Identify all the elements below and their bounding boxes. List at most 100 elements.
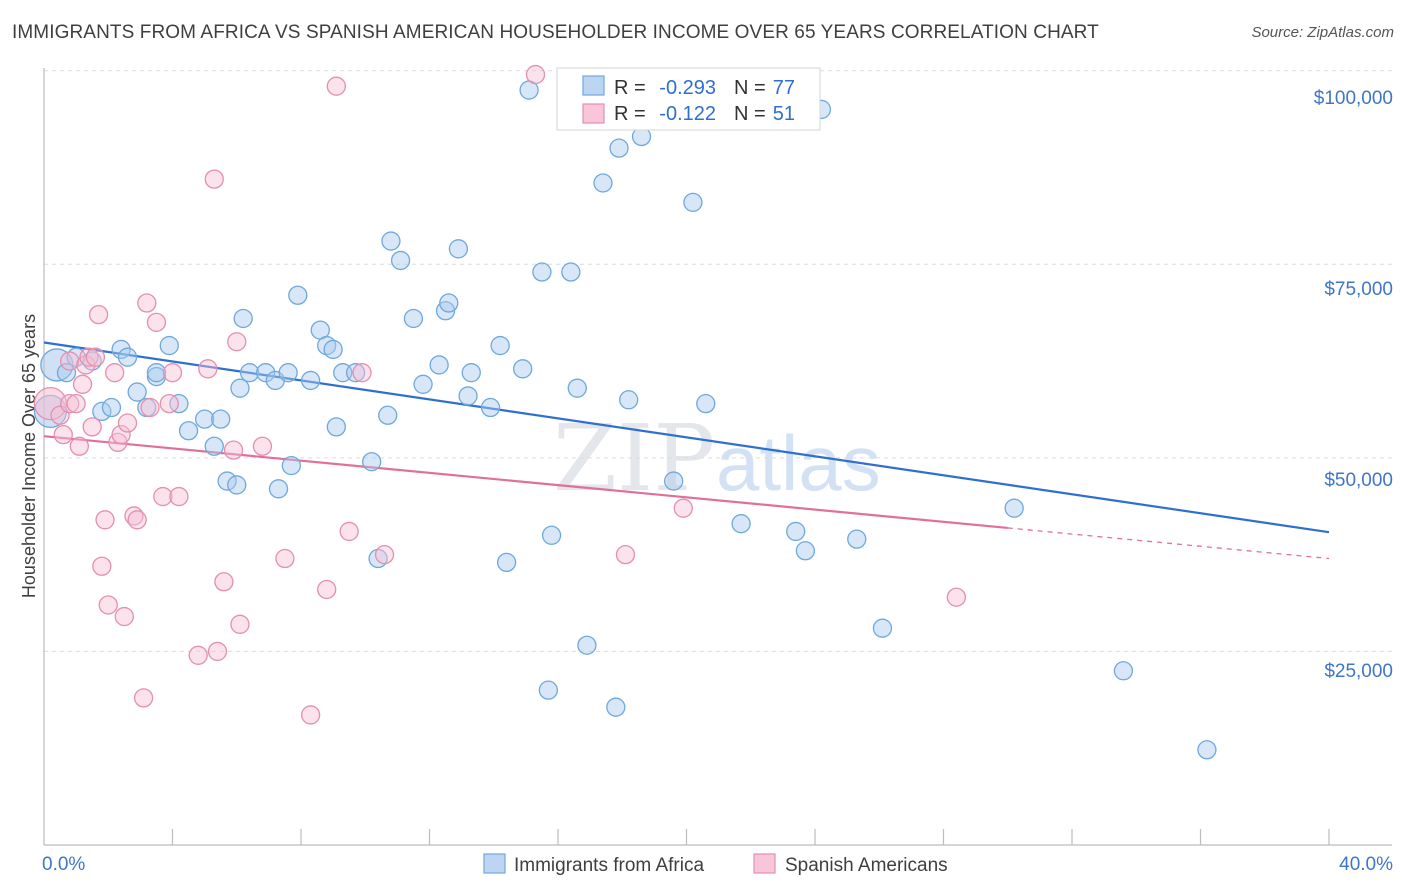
point-series0-60 xyxy=(577,635,597,655)
point-series0-24 xyxy=(256,363,276,383)
series-legend-label-spanish: Spanish Americans xyxy=(785,855,948,876)
point-series1-28 xyxy=(159,394,179,414)
series-legend-label-africa: Immigrants from Africa xyxy=(514,855,704,876)
point-series1-46 xyxy=(326,76,346,96)
point-series0-77 xyxy=(1197,740,1217,760)
series-legend-swatch-spanish xyxy=(753,853,776,874)
point-series0-69 xyxy=(731,514,751,534)
point-series0-40 xyxy=(381,231,401,251)
point-series1-40 xyxy=(275,548,295,569)
point-series0-42 xyxy=(403,308,424,329)
stats-legend: R = -0.293 N = 77 R = -0.122 N = 51 xyxy=(556,67,821,131)
point-series0-51 xyxy=(490,335,510,356)
point-series1-49 xyxy=(673,498,693,518)
point-series0-56 xyxy=(538,680,559,700)
point-series1-16 xyxy=(105,363,125,383)
y-tick-labels: $100,000 $75,000 $50,000 $25,000 xyxy=(1314,88,1393,682)
point-series0-6 xyxy=(101,397,122,418)
point-series1-27 xyxy=(153,486,173,507)
legend-n-label-spanish: N = xyxy=(734,103,766,125)
series-legend-swatch-africa xyxy=(483,853,506,874)
point-series0-70 xyxy=(786,521,806,542)
point-series0-19 xyxy=(217,471,237,491)
point-series1-5 xyxy=(69,436,89,456)
point-series1-45 xyxy=(374,544,395,565)
point-series0-74 xyxy=(872,618,893,638)
point-series0-22 xyxy=(233,308,253,329)
point-series0-20 xyxy=(227,475,247,495)
legend-n-value-spanish: 51 xyxy=(773,103,795,125)
data-points xyxy=(33,64,1217,760)
point-series1-38 xyxy=(230,614,250,634)
point-series0-68 xyxy=(696,394,716,414)
point-series0-36 xyxy=(345,363,366,383)
point-series1-29 xyxy=(162,363,183,383)
point-series0-28 xyxy=(281,455,302,476)
point-series0-44 xyxy=(429,355,449,375)
point-series1-48 xyxy=(615,544,636,565)
point-series0-41 xyxy=(390,250,411,271)
point-series0-55 xyxy=(532,262,552,282)
point-series0-39 xyxy=(378,405,398,425)
legend-r-label-africa: R = xyxy=(614,77,646,99)
point-series0-8 xyxy=(117,347,138,367)
point-series1-35 xyxy=(214,572,234,592)
point-series0-13 xyxy=(159,335,179,356)
point-series1-37 xyxy=(227,332,247,352)
point-series1-44 xyxy=(352,363,372,383)
point-series1-20 xyxy=(117,413,138,433)
point-series0-76 xyxy=(1113,661,1134,681)
point-series1-47 xyxy=(525,64,546,85)
point-series0-46 xyxy=(439,293,459,313)
point-series0-47 xyxy=(448,239,469,259)
point-series1-42 xyxy=(317,579,337,600)
point-series0-5 xyxy=(92,401,112,422)
point-series1-10 xyxy=(82,417,102,437)
legend-r-value-spanish: -0.122 xyxy=(659,103,716,125)
x-axis-ticks xyxy=(171,829,1330,845)
point-series0-66 xyxy=(664,471,684,491)
point-series0-23 xyxy=(239,363,260,383)
point-series1-19 xyxy=(114,606,134,627)
point-series1-6 xyxy=(66,394,86,414)
point-series0-53 xyxy=(513,359,533,379)
point-series0-16 xyxy=(194,409,215,429)
point-series1-11 xyxy=(85,347,106,367)
y-axis-title: Householder Income Over 65 years xyxy=(19,314,39,598)
point-series0-15 xyxy=(178,421,199,441)
point-series0-37 xyxy=(362,452,382,472)
point-series0-61 xyxy=(593,173,613,193)
source-label: Source: ZipAtlas.com xyxy=(1251,24,1394,41)
point-series0-2 xyxy=(56,363,77,383)
point-series1-33 xyxy=(204,169,224,189)
point-series1-32 xyxy=(198,359,218,379)
legend-swatch-africa xyxy=(582,75,605,96)
point-series1-18 xyxy=(111,424,131,445)
point-series0-27 xyxy=(278,363,298,383)
y-tick-25000: $25,000 xyxy=(1324,661,1393,682)
gridlines xyxy=(44,70,1392,652)
x-label-min: 0.0% xyxy=(42,854,85,875)
x-label-max: 40.0% xyxy=(1339,854,1393,875)
point-series0-62 xyxy=(606,697,626,717)
point-series1-23 xyxy=(133,688,154,708)
point-series0-17 xyxy=(204,436,224,456)
trend-line-extension-1 xyxy=(1007,527,1330,560)
point-series0-30 xyxy=(300,370,321,391)
point-series0-64 xyxy=(619,390,639,410)
point-series0-49 xyxy=(461,363,481,383)
point-series1-2 xyxy=(53,424,73,445)
point-series0-21 xyxy=(230,378,250,398)
point-series0-75 xyxy=(1004,498,1024,518)
y-tick-50000: $50,000 xyxy=(1324,470,1393,491)
point-series0-58 xyxy=(561,262,581,282)
point-series1-50 xyxy=(946,587,966,607)
point-series0-18 xyxy=(211,409,231,429)
point-series0-29 xyxy=(288,285,308,305)
point-series1-43 xyxy=(339,521,359,542)
y-tick-75000: $75,000 xyxy=(1324,279,1393,300)
point-series1-3 xyxy=(60,351,80,371)
watermark-zip: ZIP xyxy=(553,405,715,512)
legend-n-label-africa: N = xyxy=(734,77,766,99)
legend-r-label-spanish: R = xyxy=(614,103,646,125)
